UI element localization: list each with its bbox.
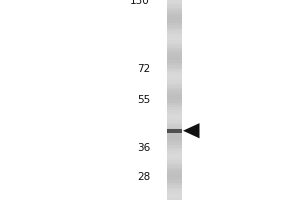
Bar bbox=[167, 80, 182, 83]
Bar bbox=[167, 27, 182, 30]
Bar bbox=[167, 18, 182, 20]
Bar bbox=[167, 122, 182, 125]
Bar bbox=[167, 130, 182, 132]
Bar bbox=[167, 112, 182, 115]
Bar bbox=[167, 128, 182, 130]
Text: 36: 36 bbox=[137, 143, 150, 153]
Bar bbox=[167, 150, 182, 152]
Bar bbox=[167, 38, 182, 40]
Text: 55: 55 bbox=[137, 95, 150, 105]
Bar bbox=[167, 190, 182, 192]
Bar bbox=[167, 195, 182, 198]
Bar bbox=[167, 5, 182, 7]
Bar bbox=[167, 155, 182, 158]
Bar bbox=[167, 125, 182, 128]
Bar bbox=[167, 138, 182, 140]
Bar bbox=[167, 2, 182, 5]
Bar bbox=[167, 30, 182, 32]
Bar bbox=[167, 32, 182, 35]
Bar bbox=[167, 0, 182, 200]
Bar bbox=[167, 45, 182, 47]
Bar bbox=[167, 105, 182, 107]
Bar bbox=[167, 78, 182, 80]
Bar bbox=[167, 180, 182, 182]
Bar bbox=[167, 192, 182, 195]
Bar bbox=[167, 50, 182, 52]
Bar bbox=[167, 198, 182, 200]
Bar bbox=[167, 12, 182, 15]
Bar bbox=[167, 188, 182, 190]
Bar bbox=[167, 100, 182, 102]
Bar bbox=[167, 153, 182, 155]
Bar bbox=[167, 178, 182, 180]
Text: 72: 72 bbox=[137, 64, 150, 74]
Bar bbox=[167, 25, 182, 27]
Bar bbox=[167, 40, 182, 43]
Bar bbox=[167, 118, 182, 120]
Bar bbox=[167, 165, 182, 168]
Bar bbox=[167, 162, 182, 165]
Bar bbox=[167, 68, 182, 70]
Bar bbox=[167, 70, 182, 72]
Bar bbox=[167, 92, 182, 95]
Bar bbox=[167, 60, 182, 62]
Bar bbox=[167, 52, 182, 55]
Bar bbox=[167, 10, 182, 12]
Bar bbox=[167, 103, 182, 105]
Polygon shape bbox=[183, 123, 200, 138]
Bar bbox=[167, 168, 182, 170]
Text: 28: 28 bbox=[137, 172, 150, 182]
Bar bbox=[167, 75, 182, 78]
Bar bbox=[167, 107, 182, 110]
Bar bbox=[167, 142, 182, 145]
Bar bbox=[167, 88, 182, 90]
Bar bbox=[167, 170, 182, 172]
Bar bbox=[167, 185, 182, 188]
Bar bbox=[167, 175, 182, 178]
Bar bbox=[167, 65, 182, 68]
Bar bbox=[167, 15, 182, 18]
Bar bbox=[167, 35, 182, 38]
Bar bbox=[167, 83, 182, 85]
Bar bbox=[167, 85, 182, 88]
Bar bbox=[167, 72, 182, 75]
Bar bbox=[167, 62, 182, 65]
Bar bbox=[167, 120, 182, 122]
Bar bbox=[167, 7, 182, 10]
Bar bbox=[167, 95, 182, 98]
Bar bbox=[167, 110, 182, 112]
Bar bbox=[167, 135, 182, 138]
Bar bbox=[167, 58, 182, 60]
Bar bbox=[167, 183, 182, 185]
Bar bbox=[167, 90, 182, 92]
Bar bbox=[167, 20, 182, 22]
Bar bbox=[167, 145, 182, 148]
Bar bbox=[167, 129, 182, 133]
Bar bbox=[167, 98, 182, 100]
Bar bbox=[167, 133, 182, 135]
Text: 130: 130 bbox=[130, 0, 150, 6]
Bar bbox=[167, 0, 182, 2]
Bar bbox=[167, 160, 182, 162]
Bar bbox=[167, 148, 182, 150]
Bar bbox=[167, 42, 182, 45]
Bar bbox=[167, 140, 182, 142]
Bar bbox=[167, 55, 182, 58]
Bar bbox=[167, 157, 182, 160]
Bar bbox=[167, 22, 182, 25]
Bar bbox=[167, 115, 182, 117]
Bar bbox=[167, 172, 182, 175]
Bar bbox=[167, 47, 182, 50]
